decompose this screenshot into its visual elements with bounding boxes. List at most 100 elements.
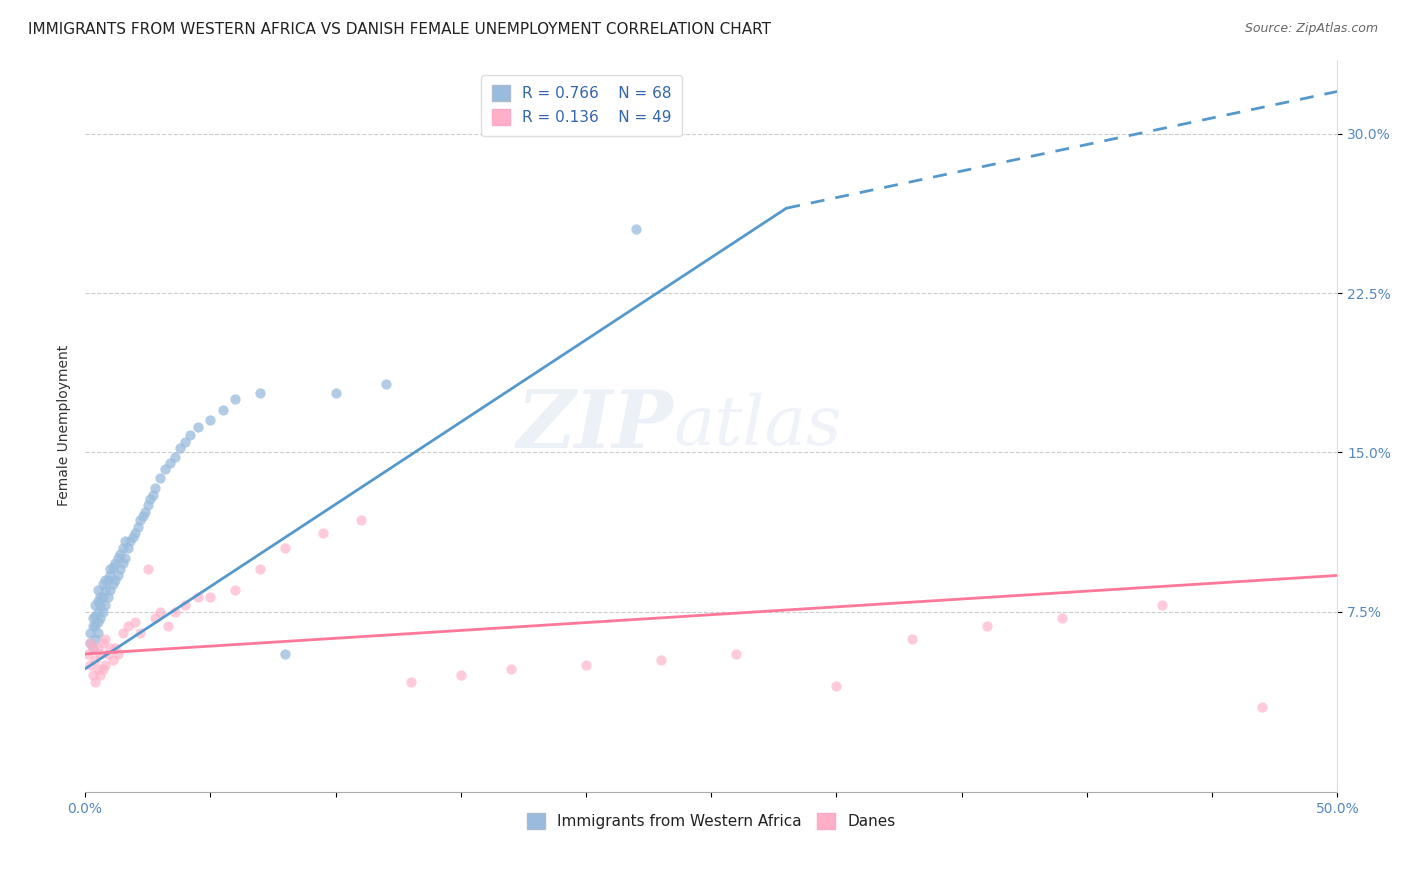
Y-axis label: Female Unemployment: Female Unemployment bbox=[58, 345, 72, 507]
Point bbox=[107, 647, 129, 661]
Point bbox=[159, 456, 181, 470]
Point bbox=[114, 534, 136, 549]
Point bbox=[725, 647, 748, 661]
Point bbox=[165, 450, 187, 464]
Point bbox=[82, 611, 104, 625]
Point bbox=[187, 590, 209, 604]
Point bbox=[94, 657, 117, 672]
Point bbox=[174, 598, 197, 612]
Point bbox=[1050, 611, 1073, 625]
Point bbox=[136, 562, 159, 576]
Point bbox=[224, 392, 246, 407]
Text: ZIP: ZIP bbox=[517, 387, 673, 465]
Point bbox=[94, 632, 117, 647]
Point bbox=[127, 519, 149, 533]
Point bbox=[82, 668, 104, 682]
Point bbox=[86, 594, 108, 608]
Point bbox=[84, 653, 107, 667]
Point bbox=[101, 577, 124, 591]
Point bbox=[120, 534, 142, 549]
Point bbox=[1152, 598, 1174, 612]
Point bbox=[187, 420, 209, 434]
Point bbox=[111, 541, 134, 555]
Point bbox=[89, 598, 111, 612]
Point bbox=[211, 402, 233, 417]
Point bbox=[101, 560, 124, 574]
Point bbox=[89, 668, 111, 682]
Point bbox=[111, 556, 134, 570]
Point bbox=[650, 653, 672, 667]
Point bbox=[97, 573, 120, 587]
Point bbox=[136, 499, 159, 513]
Point bbox=[117, 619, 139, 633]
Point bbox=[89, 647, 111, 661]
Point bbox=[86, 662, 108, 676]
Point bbox=[86, 625, 108, 640]
Point bbox=[97, 647, 120, 661]
Point bbox=[98, 562, 121, 576]
Point bbox=[134, 505, 156, 519]
Point bbox=[76, 647, 98, 661]
Point bbox=[104, 640, 127, 655]
Point bbox=[129, 625, 152, 640]
Point bbox=[165, 605, 187, 619]
Point bbox=[825, 679, 848, 693]
Point bbox=[108, 562, 131, 576]
Point bbox=[149, 605, 172, 619]
Point bbox=[325, 385, 347, 400]
Point bbox=[98, 568, 121, 582]
Point bbox=[84, 632, 107, 647]
Point bbox=[139, 491, 162, 506]
Point bbox=[249, 385, 271, 400]
Point bbox=[374, 377, 396, 392]
Point bbox=[89, 590, 111, 604]
Point bbox=[624, 222, 647, 236]
Point bbox=[224, 583, 246, 598]
Point bbox=[101, 653, 124, 667]
Point bbox=[117, 541, 139, 555]
Point bbox=[79, 636, 101, 650]
Point bbox=[149, 471, 172, 485]
Point bbox=[114, 551, 136, 566]
Point bbox=[82, 619, 104, 633]
Text: atlas: atlas bbox=[673, 392, 842, 459]
Point bbox=[169, 441, 191, 455]
Point bbox=[108, 547, 131, 561]
Point bbox=[86, 640, 108, 655]
Point bbox=[124, 526, 146, 541]
Point bbox=[82, 640, 104, 655]
Point bbox=[143, 482, 166, 496]
Point bbox=[399, 674, 422, 689]
Point bbox=[86, 583, 108, 598]
Point bbox=[1251, 700, 1274, 714]
Text: Source: ZipAtlas.com: Source: ZipAtlas.com bbox=[1244, 22, 1378, 36]
Point bbox=[274, 541, 297, 555]
Point bbox=[121, 530, 143, 544]
Point bbox=[84, 619, 107, 633]
Point bbox=[79, 657, 101, 672]
Point bbox=[94, 573, 117, 587]
Point bbox=[249, 562, 271, 576]
Point bbox=[97, 590, 120, 604]
Point bbox=[79, 625, 101, 640]
Legend: Immigrants from Western Africa, Danes: Immigrants from Western Africa, Danes bbox=[520, 807, 903, 836]
Point bbox=[575, 657, 598, 672]
Point bbox=[349, 513, 371, 527]
Point bbox=[312, 526, 335, 541]
Point bbox=[91, 590, 114, 604]
Point bbox=[98, 583, 121, 598]
Point bbox=[179, 428, 201, 442]
Point bbox=[156, 619, 179, 633]
Point bbox=[104, 573, 127, 587]
Point bbox=[143, 611, 166, 625]
Text: IMMIGRANTS FROM WESTERN AFRICA VS DANISH FEMALE UNEMPLOYMENT CORRELATION CHART: IMMIGRANTS FROM WESTERN AFRICA VS DANISH… bbox=[28, 22, 770, 37]
Point bbox=[274, 647, 297, 661]
Point bbox=[79, 636, 101, 650]
Point bbox=[111, 625, 134, 640]
Point bbox=[200, 590, 222, 604]
Point bbox=[84, 598, 107, 612]
Point bbox=[91, 577, 114, 591]
Point bbox=[91, 662, 114, 676]
Point bbox=[131, 508, 153, 523]
Point bbox=[82, 640, 104, 655]
